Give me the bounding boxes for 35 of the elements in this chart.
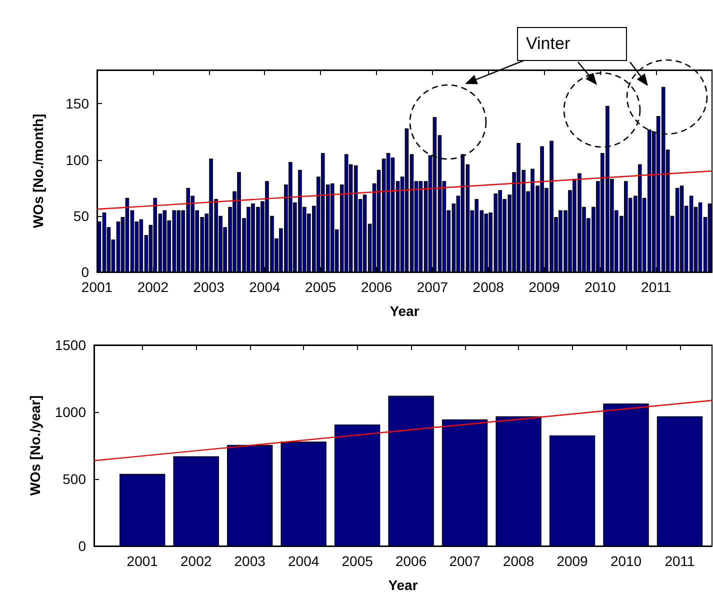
x-tick-label: 2009 bbox=[556, 553, 588, 569]
x-tick-label: 2011 bbox=[641, 279, 672, 295]
x-tick-label: 2004 bbox=[288, 553, 320, 569]
y-tick-label: 100 bbox=[66, 152, 90, 168]
x-axis-title: Year bbox=[388, 577, 418, 593]
x-tick-label: 2001 bbox=[81, 279, 113, 295]
x-tick-label: 2002 bbox=[137, 279, 169, 295]
x-tick-label: 2003 bbox=[234, 553, 266, 569]
x-tick-label: 2008 bbox=[502, 553, 534, 569]
x-tick-label: 2003 bbox=[193, 279, 225, 295]
text: Vinter bbox=[517, 27, 627, 61]
x-tick-label: 2009 bbox=[528, 279, 560, 295]
x-axis-title: Year bbox=[390, 303, 420, 319]
y-tick-label: 0 bbox=[81, 264, 90, 280]
x-tick-label: 2005 bbox=[305, 279, 336, 295]
x-tick-label: 2004 bbox=[249, 279, 281, 295]
x-tick-label: 2010 bbox=[610, 553, 642, 569]
x-tick-label: 2011 bbox=[664, 553, 696, 569]
x-tick-label: 2002 bbox=[180, 553, 212, 569]
x-tick-label: 2007 bbox=[449, 553, 481, 569]
x-tick-label: 2010 bbox=[584, 279, 616, 295]
y-tick-label: 1000 bbox=[54, 404, 86, 420]
y-axis-title: WOs [No./year] bbox=[27, 395, 43, 496]
y-tick-label: 50 bbox=[73, 208, 90, 224]
y-axis-title: WOs [No./month] bbox=[30, 114, 46, 228]
x-tick-label: 2007 bbox=[416, 279, 448, 295]
y-tick-label: 150 bbox=[66, 96, 90, 112]
y-tick-label: 0 bbox=[78, 538, 86, 554]
x-tick-label: 2001 bbox=[126, 553, 158, 569]
y-tick-label: 1500 bbox=[54, 337, 86, 353]
x-tick-label: 2006 bbox=[360, 279, 392, 295]
y-tick-label: 500 bbox=[62, 471, 86, 487]
x-tick-label: 2006 bbox=[395, 553, 427, 569]
x-tick-label: 2005 bbox=[342, 553, 374, 569]
x-tick-label: 2008 bbox=[472, 279, 504, 295]
